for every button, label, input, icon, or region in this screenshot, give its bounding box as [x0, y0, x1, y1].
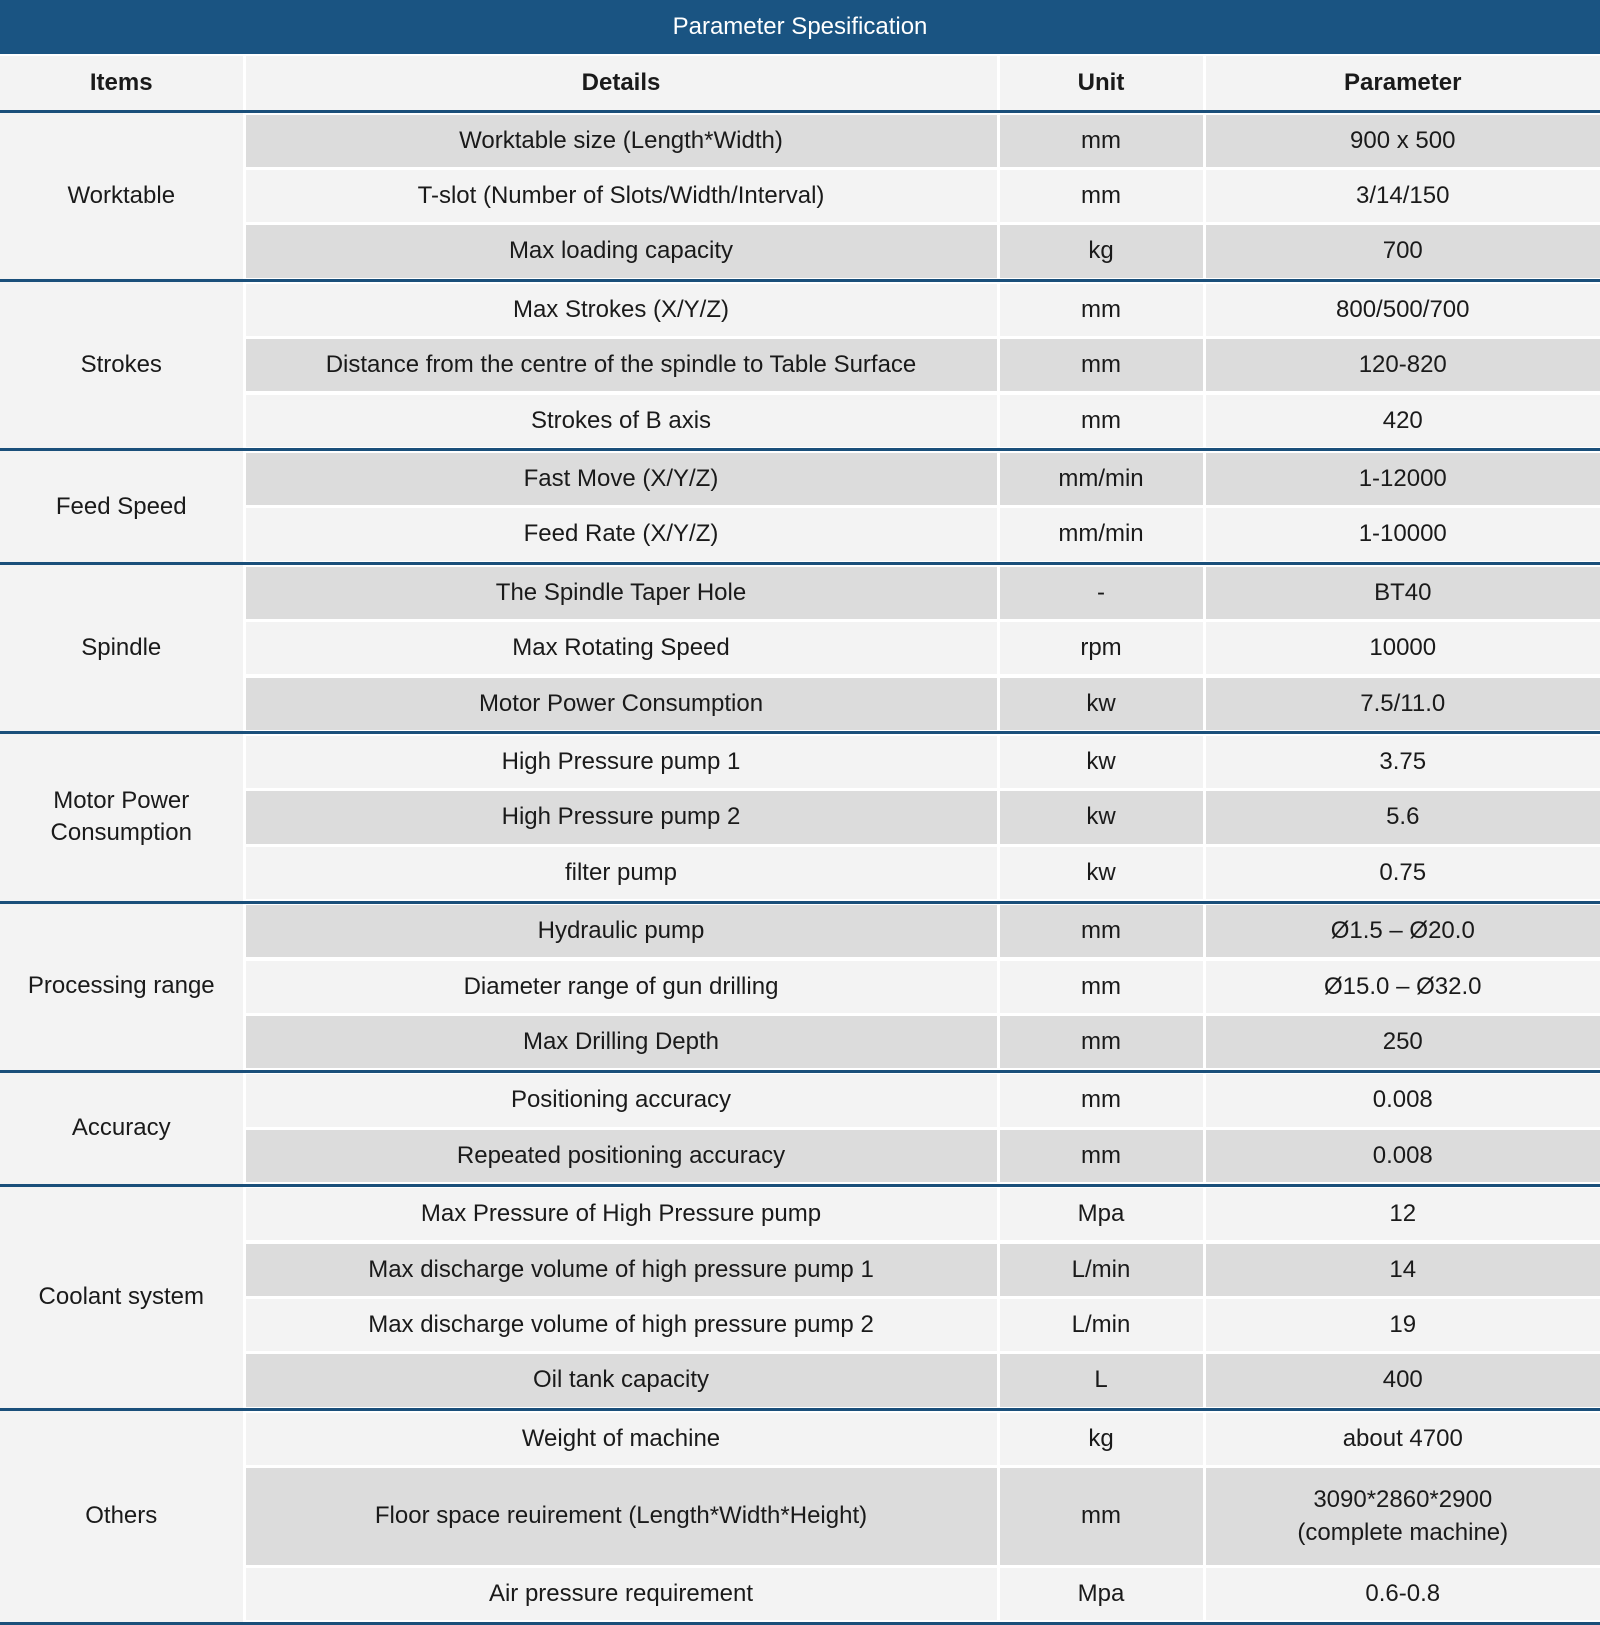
detail-cell: filter pump	[246, 847, 997, 899]
parameter-cell: Ø15.0 – Ø32.0	[1206, 961, 1600, 1013]
parameter-cell: 700	[1206, 225, 1600, 277]
parameter-cell: 19	[1206, 1299, 1600, 1351]
parameter-cell: Ø1.5 – Ø20.0	[1206, 905, 1600, 957]
unit-cell: mm	[1000, 115, 1203, 167]
detail-cell: Weight of machine	[246, 1413, 997, 1465]
parameter-cell: 420	[1206, 395, 1600, 447]
unit-cell: mm	[1000, 961, 1203, 1013]
parameter-cell: 1-10000	[1206, 508, 1600, 560]
unit-cell: mm	[1000, 1016, 1203, 1068]
unit-cell: mm	[1000, 1468, 1203, 1565]
item-cell: Worktable	[0, 113, 243, 279]
parameter-cell: 0.008	[1206, 1074, 1600, 1126]
detail-cell: Distance from the centre of the spindle …	[246, 339, 997, 391]
detail-cell: Diameter range of gun drilling	[246, 961, 997, 1013]
parameter-cell: 250	[1206, 1016, 1600, 1068]
parameter-cell: 0.75	[1206, 847, 1600, 899]
detail-cell: Strokes of B axis	[246, 395, 997, 447]
unit-cell: mm	[1000, 395, 1203, 447]
unit-cell: kg	[1000, 225, 1203, 277]
unit-cell: kw	[1000, 791, 1203, 843]
unit-cell: mm	[1000, 1130, 1203, 1182]
parameter-cell: 0.008	[1206, 1130, 1600, 1182]
detail-cell: Positioning accuracy	[246, 1074, 997, 1126]
parameter-cell: 12	[1206, 1188, 1600, 1240]
unit-cell: kw	[1000, 847, 1203, 899]
parameter-cell: 10000	[1206, 622, 1600, 674]
unit-cell: mm	[1000, 1074, 1203, 1126]
unit-cell: kw	[1000, 678, 1203, 730]
detail-cell: Max discharge volume of high pressure pu…	[246, 1244, 997, 1296]
item-cell: Feed Speed	[0, 451, 243, 562]
detail-cell: Worktable size (Length*Width)	[246, 115, 997, 167]
unit-cell: kw	[1000, 736, 1203, 788]
parameter-cell: 14	[1206, 1244, 1600, 1296]
column-header: Parameter	[1206, 56, 1600, 110]
detail-cell: Max discharge volume of high pressure pu…	[246, 1299, 997, 1351]
parameter-cell: 3090*2860*2900 (complete machine)	[1206, 1468, 1600, 1565]
unit-cell: mm/min	[1000, 453, 1203, 505]
detail-cell: Floor space reuirement (Length*Width*Hei…	[246, 1468, 997, 1565]
detail-cell: Feed Rate (X/Y/Z)	[246, 508, 997, 560]
unit-cell: Mpa	[1000, 1188, 1203, 1240]
detail-cell: Max Rotating Speed	[246, 622, 997, 674]
detail-cell: The Spindle Taper Hole	[246, 567, 997, 619]
detail-cell: Fast Move (X/Y/Z)	[246, 453, 997, 505]
unit-cell: rpm	[1000, 622, 1203, 674]
unit-cell: mm	[1000, 905, 1203, 957]
detail-cell: Max Drilling Depth	[246, 1016, 997, 1068]
item-cell: Processing range	[0, 904, 243, 1070]
detail-cell: Repeated positioning accuracy	[246, 1130, 997, 1182]
parameter-cell: 120-820	[1206, 339, 1600, 391]
column-header: Details	[246, 56, 997, 110]
unit-cell: L/min	[1000, 1244, 1203, 1296]
title-bar: Parameter Spesification	[0, 0, 1600, 54]
parameter-cell: 3/14/150	[1206, 170, 1600, 222]
parameter-cell: BT40	[1206, 567, 1600, 619]
item-cell: Spindle	[0, 565, 243, 731]
detail-cell: Hydraulic pump	[246, 905, 997, 957]
parameter-cell: 5.6	[1206, 791, 1600, 843]
parameter-cell: 0.6-0.8	[1206, 1568, 1600, 1620]
item-cell: Accuracy	[0, 1073, 243, 1184]
unit-cell: Mpa	[1000, 1568, 1203, 1620]
item-cell: Motor Power Consumption	[0, 734, 243, 900]
unit-cell: L/min	[1000, 1299, 1203, 1351]
detail-cell: Air pressure requirement	[246, 1568, 997, 1620]
parameter-cell: 7.5/11.0	[1206, 678, 1600, 730]
item-cell: Coolant system	[0, 1187, 243, 1409]
parameter-cell: 900 x 500	[1206, 115, 1600, 167]
item-cell: Strokes	[0, 282, 243, 448]
column-header: Items	[0, 56, 243, 110]
detail-cell: High Pressure pump 2	[246, 791, 997, 843]
parameter-cell: 400	[1206, 1354, 1600, 1406]
detail-cell: Motor Power Consumption	[246, 678, 997, 730]
detail-cell: Oil tank capacity	[246, 1354, 997, 1406]
unit-cell: mm	[1000, 170, 1203, 222]
parameter-cell: about 4700	[1206, 1413, 1600, 1465]
unit-cell: L	[1000, 1354, 1203, 1406]
unit-cell: mm	[1000, 339, 1203, 391]
unit-cell: kg	[1000, 1413, 1203, 1465]
detail-cell: High Pressure pump 1	[246, 736, 997, 788]
parameter-cell: 1-12000	[1206, 453, 1600, 505]
unit-cell: mm	[1000, 284, 1203, 336]
unit-cell: -	[1000, 567, 1203, 619]
item-cell: Others	[0, 1411, 243, 1622]
detail-cell: Max Strokes (X/Y/Z)	[246, 284, 997, 336]
unit-cell: mm/min	[1000, 508, 1203, 560]
parameter-cell: 800/500/700	[1206, 284, 1600, 336]
parameter-cell: 3.75	[1206, 736, 1600, 788]
detail-cell: T-slot (Number of Slots/Width/Interval)	[246, 170, 997, 222]
detail-cell: Max loading capacity	[246, 225, 997, 277]
detail-cell: Max Pressure of High Pressure pump	[246, 1188, 997, 1240]
column-header: Unit	[1000, 56, 1203, 110]
